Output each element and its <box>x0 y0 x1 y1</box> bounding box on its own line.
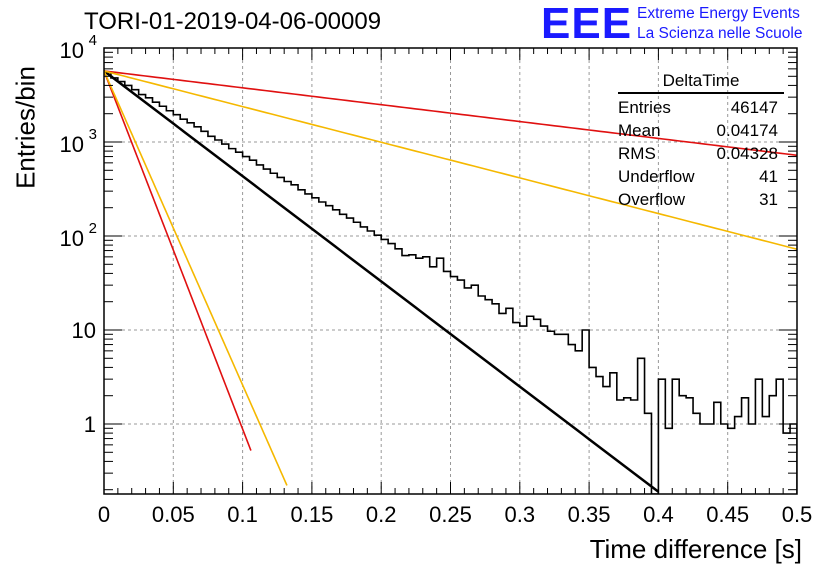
y-tick-label: 1 <box>84 412 96 437</box>
y-tick-label: 10 <box>60 132 84 157</box>
y-tick-exponent: 4 <box>89 32 97 49</box>
fit-curve-2 <box>104 70 797 157</box>
stats-row-entries: Entries 46147 <box>612 96 778 119</box>
stats-value: 31 <box>759 190 778 209</box>
stats-box: DeltaTime Entries 46147 Mean 0.04174 RMS… <box>612 70 784 211</box>
y-axis-title: Entries/bin <box>10 66 41 189</box>
stats-label: Mean <box>618 121 661 140</box>
logo-line-1: Extreme Energy Events <box>637 5 800 22</box>
logo-line-2: La Scienza nelle Scuole <box>637 25 803 42</box>
histogram-deltatime <box>104 71 797 494</box>
fit-curve-4 <box>104 70 252 451</box>
x-tick-label: 0.1 <box>227 502 258 527</box>
fit-curve-1 <box>104 69 660 493</box>
x-tick-label: 0.35 <box>568 502 611 527</box>
x-tick-label: 0.5 <box>782 502 813 527</box>
x-tick-label: 0.2 <box>366 502 397 527</box>
y-tick-exponent: 3 <box>89 126 97 143</box>
x-tick-label: 0.15 <box>290 502 333 527</box>
stats-box-title: DeltaTime <box>618 70 784 94</box>
x-axis-title: Time difference [s] <box>589 534 802 564</box>
stats-label: Underflow <box>618 167 695 186</box>
stats-row-mean: Mean 0.04174 <box>612 119 778 142</box>
chart-title: TORI-01-2019-04-06-00009 <box>84 8 382 35</box>
eee-logo: EEE <box>541 0 633 48</box>
y-tick-label: 10 <box>72 318 96 343</box>
stats-value: 0.04174 <box>716 121 778 140</box>
stats-row-underflow: Underflow 41 <box>612 165 778 188</box>
eee-logo-text: Extreme Energy Events La Scienza nelle S… <box>637 4 802 44</box>
stats-value: 46147 <box>730 98 778 117</box>
fit-curve-5 <box>104 70 288 486</box>
stats-value: 0.04328 <box>716 144 778 163</box>
x-tick-label: 0.45 <box>706 502 749 527</box>
stats-label: Entries <box>618 98 671 117</box>
stats-row-rms: RMS 0.04328 <box>612 142 778 165</box>
y-tick-label: 10 <box>60 226 84 251</box>
stats-value: 41 <box>759 167 778 186</box>
stats-row-overflow: Overflow 31 <box>612 188 778 211</box>
stats-label: RMS <box>618 144 656 163</box>
x-tick-label: 0.4 <box>643 502 674 527</box>
y-tick-exponent: 2 <box>89 220 97 237</box>
x-tick-label: 0 <box>98 502 110 527</box>
x-tick-label: 0.05 <box>152 502 195 527</box>
fit-curve-3 <box>104 70 797 250</box>
stats-label: Overflow <box>618 190 686 209</box>
x-tick-label: 0.25 <box>429 502 472 527</box>
y-tick-label: 10 <box>60 38 84 63</box>
x-tick-label: 0.3 <box>505 502 536 527</box>
